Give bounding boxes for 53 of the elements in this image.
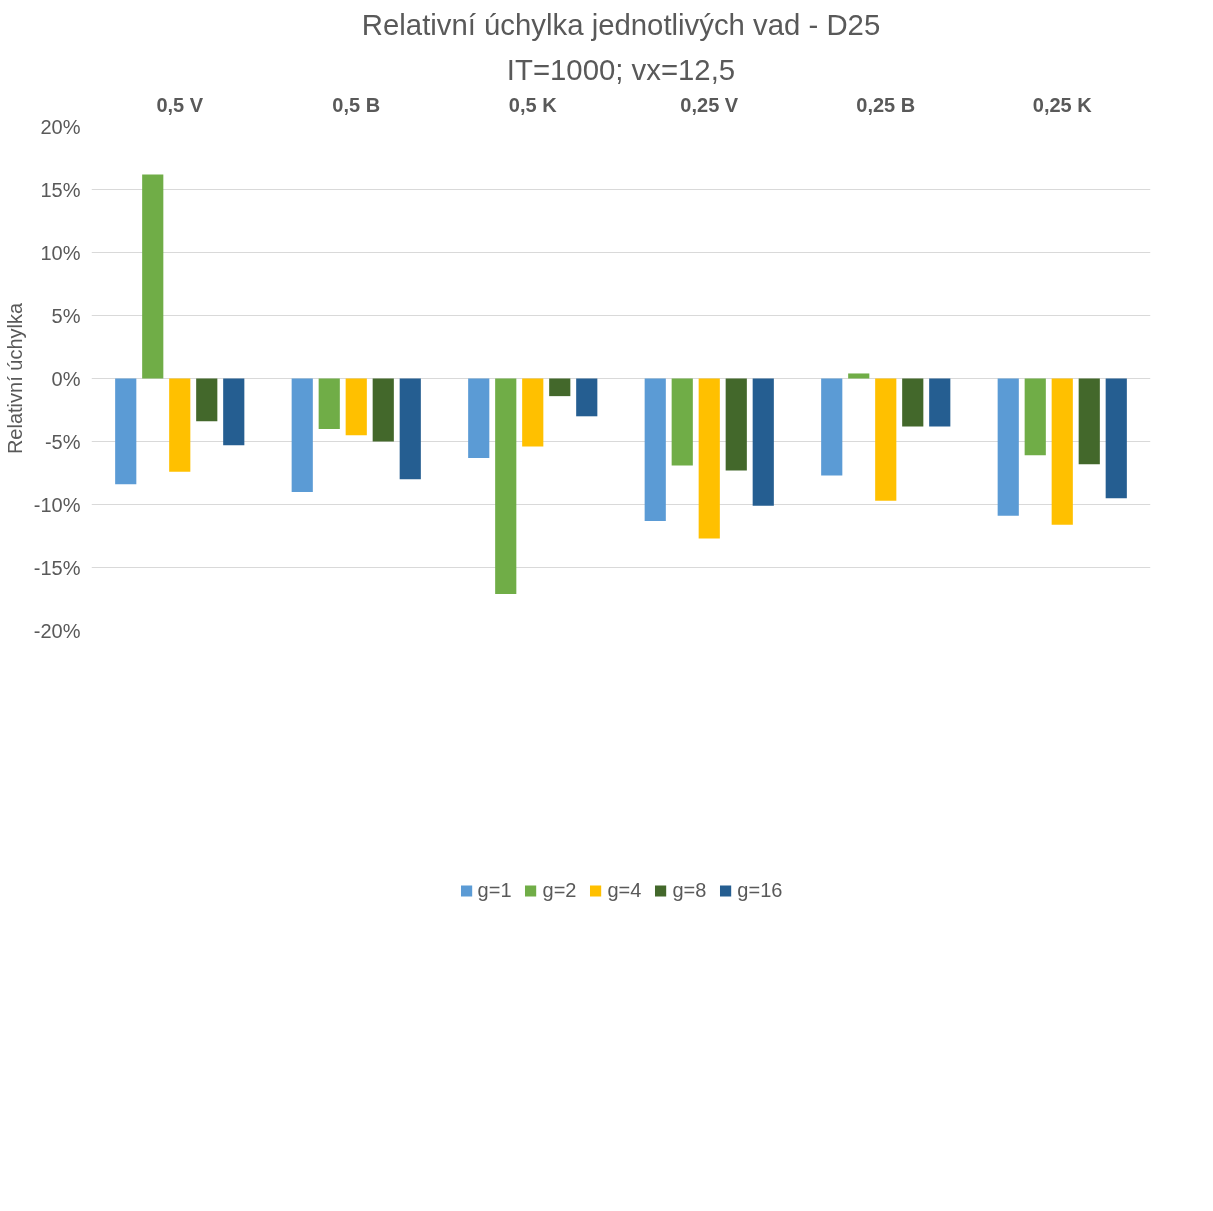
- y-tick-label: -15%: [33, 556, 81, 579]
- x-tick-label: 0,5 B: [332, 93, 381, 116]
- bar: [902, 378, 924, 427]
- bar: [522, 378, 544, 447]
- bar: [821, 378, 843, 476]
- bar: [115, 378, 137, 485]
- chart-title: Relativní úchylka jednotlivých vad - D25: [361, 7, 881, 41]
- x-tick-label: 0,25 B: [856, 93, 916, 116]
- bar: [1024, 378, 1046, 456]
- bar: [576, 378, 598, 417]
- bar: [752, 378, 774, 506]
- bar: [698, 378, 720, 539]
- x-tick-label: 0,25 K: [1032, 93, 1093, 116]
- y-tick-label: -5%: [44, 430, 81, 453]
- bar: [929, 378, 951, 427]
- bar: [644, 378, 666, 521]
- y-axis-title: Relativní úchylka: [3, 302, 26, 455]
- y-tick-label: 15%: [40, 178, 81, 201]
- x-tick-label: 0,25 V: [680, 93, 739, 116]
- y-tick-label: -10%: [33, 493, 81, 516]
- bar: [223, 378, 245, 446]
- bar: [997, 378, 1019, 516]
- bar: [1051, 378, 1073, 525]
- x-tick-label: 0,5 V: [156, 93, 204, 116]
- x-tick-label: 0,5 K: [508, 93, 558, 116]
- legend-label: g=16: [737, 878, 783, 902]
- y-tick-label: 0%: [51, 367, 81, 390]
- bar: [875, 378, 897, 501]
- legend-label: g=8: [672, 878, 707, 902]
- bar: [318, 378, 340, 429]
- bar: [1078, 378, 1100, 465]
- bar: [1105, 378, 1127, 499]
- bar: [495, 378, 517, 594]
- bar: [291, 378, 313, 492]
- y-tick-label: 5%: [51, 304, 81, 327]
- bar: [848, 373, 870, 379]
- y-tick-label: 10%: [40, 241, 81, 264]
- y-tick-label: -20%: [33, 619, 81, 642]
- legend-label: g=1: [477, 878, 512, 902]
- bar: [372, 378, 394, 442]
- bar: [549, 378, 571, 397]
- chart-subtitle: IT=1000; vx=12,5: [506, 52, 736, 86]
- bar: [169, 378, 191, 472]
- legend-label: g=2: [542, 878, 577, 902]
- bar: [399, 378, 421, 480]
- bar: [142, 174, 164, 379]
- bar: [196, 378, 218, 422]
- y-tick-label: 20%: [40, 115, 81, 138]
- bar: [468, 378, 490, 458]
- bar: [725, 378, 747, 471]
- legend-label: g=4: [607, 878, 642, 902]
- bar: [345, 378, 367, 436]
- bar: [671, 378, 693, 466]
